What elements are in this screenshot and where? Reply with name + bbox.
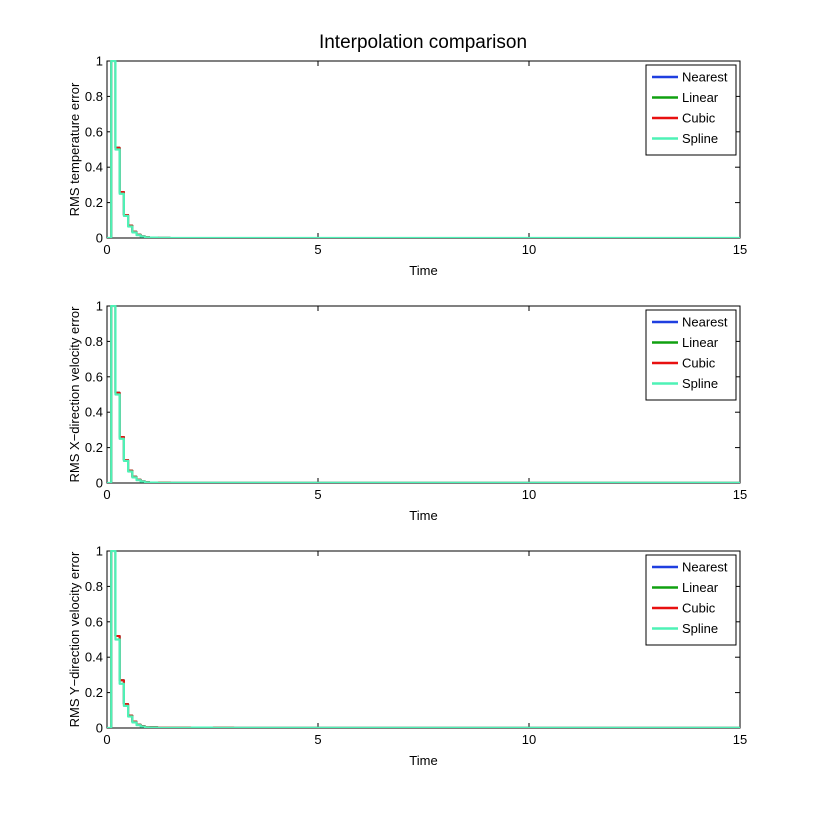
legend-box [645,64,737,156]
series-group [107,305,740,483]
y-tick-label: 0 [96,476,103,491]
plot-area [106,305,741,484]
x-tick-label: 5 [314,487,321,502]
y-tick-label: 0 [96,231,103,246]
chart-panel-2: 0 5 10 15 0 0.2 0.4 0.6 0.8 1 Time RMS X−direction … [67,299,747,524]
x-tick-label: 15 [733,487,747,502]
series-group [107,60,740,238]
x-tick-label: 0 [103,732,110,747]
legend: Nearest Linear Cubic Spline [645,309,737,401]
y-tick-label: 0.4 [85,160,103,175]
x-axis-label: Time [409,263,437,278]
x-tick-label: 5 [314,732,321,747]
y-tick-label: 0.2 [85,440,103,455]
y-tick-label: 0 [96,721,103,736]
y-tick-label: 1 [96,299,103,314]
y-tick-label: 0.4 [85,650,103,665]
legend: Nearest Linear Cubic Spline [645,554,737,646]
x-axis-label: Time [409,753,437,768]
x-tick-label: 15 [733,732,747,747]
y-tick-label: 0.2 [85,195,103,210]
series-group [107,550,740,728]
y-tick-label: 1 [96,54,103,69]
legend-label-nearest: Nearest [682,315,728,330]
x-tick-label: 5 [314,242,321,257]
y-tick-label: 0.4 [85,405,103,420]
y-tick-label: 1 [96,544,103,559]
legend-label-cubic: Cubic [682,601,716,616]
y-axis-label: RMS Y−direction velocity error [67,551,82,727]
plot-area [106,550,741,729]
legend-label-linear: Linear [682,90,719,105]
legend-label-spline: Spline [682,376,718,391]
x-tick-label: 0 [103,242,110,257]
legend-label-spline: Spline [682,621,718,636]
x-axis-label: Time [409,508,437,523]
series-line-spline [107,60,740,238]
legend-label-cubic: Cubic [682,356,716,371]
plot-area [106,60,741,239]
series-line-spline [107,550,740,728]
y-tick-label: 0.8 [85,89,103,104]
y-tick-label: 0.8 [85,579,103,594]
x-tick-label: 10 [522,487,536,502]
x-tick-label: 0 [103,487,110,502]
x-tick-label: 10 [522,242,536,257]
chart-panel-3: 0 5 10 15 0 0.2 0.4 0.6 0.8 1 Time RMS Y−direction … [67,544,747,769]
figure-title: Interpolation comparison [319,32,527,53]
legend-label-nearest: Nearest [682,560,728,575]
legend: Nearest Linear Cubic Spline [645,64,737,156]
legend-box [645,309,737,401]
legend-label-cubic: Cubic [682,111,716,126]
y-axis-label: RMS temperature error [67,82,82,216]
y-tick-label: 0.2 [85,685,103,700]
legend-label-spline: Spline [682,131,718,146]
legend-label-nearest: Nearest [682,70,728,85]
x-tick-label: 10 [522,732,536,747]
chart-panel-1: 0 5 10 15 0 0.2 0.4 0.6 0.8 1 Time RMS temperature … [67,54,747,279]
series-line-spline [107,305,740,483]
legend-box [645,554,737,646]
y-tick-label: 0.6 [85,614,103,629]
legend-label-linear: Linear [682,335,719,350]
x-tick-label: 15 [733,242,747,257]
y-tick-label: 0.6 [85,124,103,139]
y-tick-label: 0.8 [85,334,103,349]
y-axis-label: RMS X−direction velocity error [67,306,82,483]
y-tick-label: 0.6 [85,369,103,384]
legend-label-linear: Linear [682,580,719,595]
